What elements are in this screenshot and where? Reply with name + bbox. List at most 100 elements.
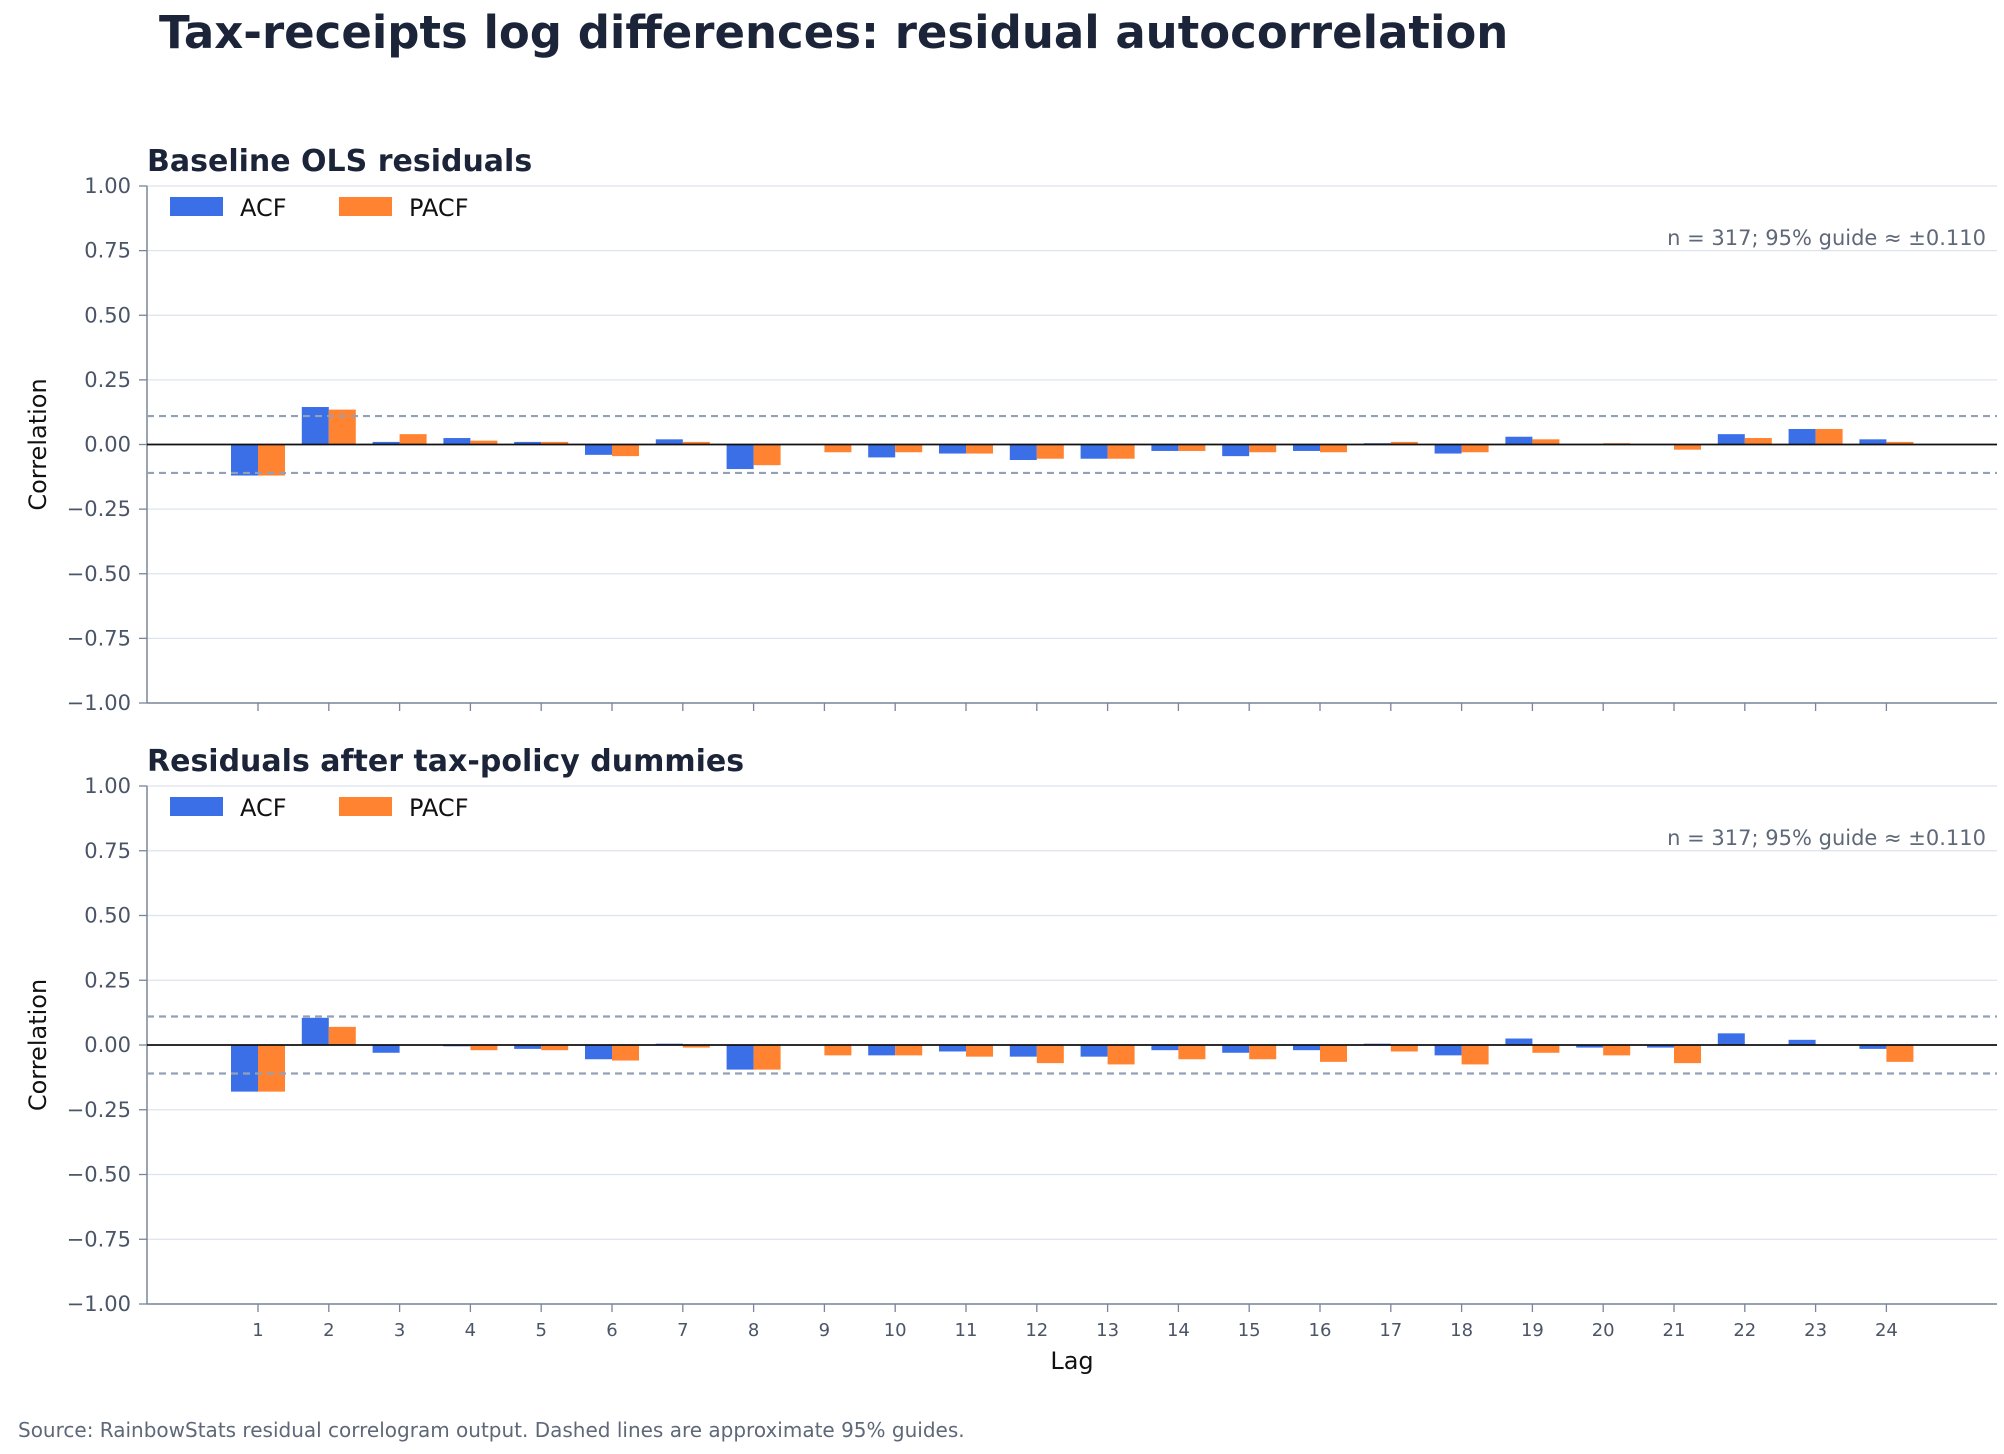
x-tick-label: 10 (884, 1320, 907, 1341)
pacf-bar-lag-10 (895, 444, 923, 453)
y-tick-label: −0.25 (67, 497, 131, 521)
pacf-bar-lag-2 (328, 409, 356, 445)
acf-bar-lag-6 (585, 444, 612, 455)
x-tick-label: 23 (1804, 1320, 1827, 1341)
x-tick-label: 18 (1450, 1320, 1473, 1341)
acf-bar-lag-18 (1434, 444, 1462, 454)
y-tick-label: 0.75 (84, 239, 131, 263)
pacf-bar-lag-15 (1249, 444, 1277, 453)
acf-bar-lag-23 (1788, 1039, 1816, 1045)
x-tick-label: 19 (1521, 1320, 1544, 1341)
pacf-bar-lag-4 (470, 1045, 498, 1051)
y-axis-label: Correlation (24, 378, 52, 510)
pacf-bar-lag-8 (753, 1045, 781, 1070)
acf-bar-lag-10 (868, 1045, 896, 1056)
pacf-bar-lag-3 (399, 434, 427, 445)
pacf-bar-lag-14 (1178, 444, 1206, 451)
acf-bar-lag-21 (1647, 1045, 1674, 1048)
pacf-bar-lag-18 (1461, 1045, 1489, 1065)
panel-after-dummies: −1.00 −0.75 −0.50 −0.25 0.00 0.25 0.50 0.75 1.00… (24, 744, 1997, 1375)
acf-bar-lag-3 (372, 441, 400, 445)
x-tick-label: 9 (819, 1320, 830, 1341)
acf-bar-lag-10 (868, 444, 896, 458)
x-tick-label: 15 (1238, 1320, 1261, 1341)
y-tick-label: −0.75 (67, 1227, 131, 1251)
pacf-bar-lag-1 (258, 444, 285, 476)
acf-bar-lag-2 (301, 407, 329, 445)
x-tick-label: 4 (465, 1320, 476, 1341)
acf-bar-lag-24 (1859, 439, 1887, 445)
acf-bar-lag-2 (301, 1017, 329, 1045)
legend-label-acf: ACF (240, 194, 287, 222)
y-tick-label: −1.00 (67, 691, 131, 715)
x-tick-label: 22 (1733, 1320, 1756, 1341)
acf-bar-lag-11 (939, 444, 966, 454)
pacf-bar-lag-20 (1603, 1045, 1631, 1056)
acf-bar-lag-16 (1293, 1045, 1320, 1051)
pacf-bar-lag-13 (1107, 444, 1135, 459)
y-tick-label: 1.00 (84, 174, 131, 198)
acf-bar-lag-13 (1080, 444, 1108, 459)
pacf-bar-lag-23 (1815, 428, 1843, 445)
x-tick-label: 6 (606, 1320, 617, 1341)
pacf-bar-lag-9 (824, 444, 852, 453)
pacf-bar-lag-8 (753, 444, 781, 466)
legend-label-acf: ACF (240, 794, 287, 822)
x-tick-label: 17 (1379, 1320, 1402, 1341)
pacf-bar-lag-22 (1744, 438, 1772, 445)
pacf-bar-lag-11 (966, 444, 993, 454)
acf-bar-lag-15 (1222, 444, 1250, 457)
y-tick-label: −0.50 (67, 562, 131, 586)
x-tick-label: 8 (748, 1320, 759, 1341)
pacf-bar-lag-21 (1674, 1045, 1701, 1064)
y-tick-label: −0.25 (67, 1098, 131, 1122)
x-tick-label: 5 (535, 1320, 546, 1341)
pacf-bar-lag-14 (1178, 1045, 1206, 1060)
pacf-bar-lag-19 (1532, 1045, 1560, 1053)
acf-bar-lag-3 (372, 1045, 400, 1053)
pacf-bar-lag-19 (1532, 439, 1560, 445)
y-tick-label: 1.00 (84, 774, 131, 798)
pacf-bar-lag-6 (612, 1045, 639, 1061)
pacf-bar-lag-7 (682, 1045, 710, 1048)
x-tick-label: 12 (1025, 1320, 1048, 1341)
x-tick-label: 3 (394, 1320, 405, 1341)
pacf-bar-lag-12 (1036, 1045, 1064, 1064)
y-tick-label: 0.25 (84, 968, 131, 992)
y-tick-label: 0.00 (84, 433, 131, 457)
x-tick-label: 21 (1663, 1320, 1686, 1341)
acf-bar-lag-5 (514, 441, 542, 445)
y-tick-label: −0.50 (67, 1163, 131, 1187)
acf-bar-lag-19 (1505, 1038, 1533, 1045)
acf-bar-lag-1 (231, 1045, 258, 1092)
acf-bar-lag-22 (1717, 434, 1745, 445)
pacf-bar-lag-1 (258, 1045, 285, 1092)
acf-bar-lag-22 (1717, 1033, 1745, 1045)
acf-bar-lag-23 (1788, 428, 1816, 445)
chart-title: Tax-receipts log differences: residual a… (159, 6, 1509, 59)
x-tick-label: 2 (323, 1320, 334, 1341)
legend-swatch-acf (170, 197, 223, 216)
pacf-bar-lag-16 (1320, 444, 1347, 453)
pacf-bar-lag-11 (966, 1045, 993, 1057)
pacf-bar-lag-2 (328, 1026, 356, 1045)
pacf-bar-lag-13 (1107, 1045, 1135, 1065)
x-tick-label: 20 (1592, 1320, 1615, 1341)
legend-label-pacf: PACF (409, 194, 469, 222)
acf-bar-lag-5 (514, 1045, 542, 1049)
legend-swatch-pacf (339, 197, 392, 216)
x-tick-label: 24 (1875, 1320, 1898, 1341)
acf-bar-lag-14 (1151, 444, 1179, 451)
x-tick-label: 13 (1096, 1320, 1119, 1341)
y-tick-label: 0.50 (84, 303, 131, 327)
pacf-bar-lag-6 (612, 444, 639, 457)
pacf-bar-lag-24 (1886, 441, 1914, 445)
acf-bar-lag-12 (1009, 444, 1037, 461)
acf-bar-lag-6 (585, 1045, 612, 1060)
acf-bar-lag-24 (1859, 1045, 1887, 1049)
pacf-bar-lag-15 (1249, 1045, 1277, 1060)
pacf-bar-lag-24 (1886, 1045, 1914, 1062)
acf-bar-lag-7 (655, 439, 683, 445)
pacf-bar-lag-10 (895, 1045, 923, 1056)
acf-bar-lag-19 (1505, 436, 1533, 445)
